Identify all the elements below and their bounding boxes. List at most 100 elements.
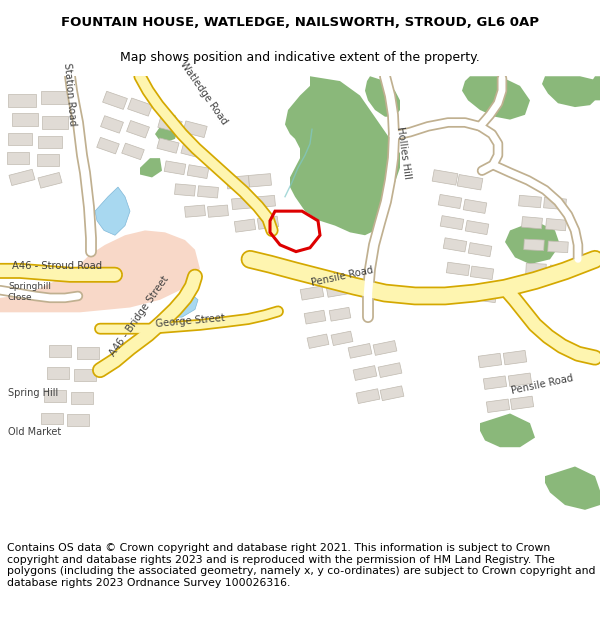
Polygon shape bbox=[544, 198, 566, 209]
Polygon shape bbox=[470, 266, 494, 279]
Polygon shape bbox=[74, 369, 96, 381]
Polygon shape bbox=[235, 219, 256, 232]
Polygon shape bbox=[307, 334, 329, 348]
Polygon shape bbox=[181, 143, 203, 158]
Polygon shape bbox=[254, 196, 275, 208]
Polygon shape bbox=[545, 219, 566, 231]
Polygon shape bbox=[304, 310, 326, 324]
Polygon shape bbox=[451, 286, 473, 300]
Polygon shape bbox=[185, 205, 205, 217]
Text: A46 - Bridge Street: A46 - Bridge Street bbox=[108, 274, 171, 358]
Polygon shape bbox=[47, 368, 69, 379]
Polygon shape bbox=[7, 152, 29, 164]
Polygon shape bbox=[462, 76, 530, 119]
Polygon shape bbox=[545, 466, 600, 510]
Text: Old Market: Old Market bbox=[8, 427, 61, 437]
Polygon shape bbox=[97, 138, 119, 154]
Polygon shape bbox=[103, 91, 127, 109]
Polygon shape bbox=[542, 76, 600, 107]
Polygon shape bbox=[165, 293, 198, 317]
Polygon shape bbox=[41, 91, 69, 104]
Text: Pensile Road: Pensile Road bbox=[310, 266, 374, 288]
Polygon shape bbox=[49, 345, 71, 357]
Text: Hollies Hill: Hollies Hill bbox=[395, 126, 412, 179]
Polygon shape bbox=[155, 115, 180, 144]
Polygon shape bbox=[183, 121, 207, 138]
Text: Pensile Road: Pensile Road bbox=[510, 373, 574, 396]
Polygon shape bbox=[356, 389, 380, 404]
Text: George Street: George Street bbox=[155, 312, 225, 329]
Text: Spring Hill: Spring Hill bbox=[8, 388, 58, 398]
Polygon shape bbox=[484, 376, 506, 389]
Polygon shape bbox=[446, 262, 470, 276]
Polygon shape bbox=[9, 169, 35, 186]
Polygon shape bbox=[380, 386, 404, 401]
Polygon shape bbox=[67, 414, 89, 426]
Polygon shape bbox=[12, 113, 38, 126]
Polygon shape bbox=[432, 170, 458, 185]
Polygon shape bbox=[378, 362, 402, 378]
Polygon shape bbox=[187, 165, 209, 179]
Polygon shape bbox=[285, 76, 400, 235]
Polygon shape bbox=[140, 158, 162, 177]
Polygon shape bbox=[127, 121, 149, 138]
Polygon shape bbox=[353, 366, 377, 381]
Polygon shape bbox=[101, 116, 124, 133]
Polygon shape bbox=[331, 331, 353, 346]
Polygon shape bbox=[41, 412, 63, 424]
Polygon shape bbox=[158, 116, 182, 132]
Polygon shape bbox=[443, 238, 467, 252]
Polygon shape bbox=[521, 217, 542, 229]
Polygon shape bbox=[326, 283, 350, 298]
Text: Contains OS data © Crown copyright and database right 2021. This information is : Contains OS data © Crown copyright and d… bbox=[7, 543, 596, 588]
Polygon shape bbox=[487, 399, 509, 412]
Polygon shape bbox=[511, 396, 533, 409]
Polygon shape bbox=[257, 216, 278, 229]
Polygon shape bbox=[227, 176, 250, 189]
Polygon shape bbox=[44, 391, 66, 402]
Polygon shape bbox=[518, 195, 541, 208]
Polygon shape bbox=[122, 143, 144, 159]
Polygon shape bbox=[38, 173, 62, 188]
Polygon shape bbox=[548, 241, 568, 252]
Polygon shape bbox=[164, 161, 186, 174]
Polygon shape bbox=[468, 242, 492, 257]
Polygon shape bbox=[157, 138, 179, 153]
Polygon shape bbox=[465, 221, 489, 234]
Polygon shape bbox=[8, 133, 32, 144]
Polygon shape bbox=[329, 308, 351, 321]
Polygon shape bbox=[128, 98, 152, 116]
Text: Watledge Road: Watledge Road bbox=[178, 59, 229, 126]
Polygon shape bbox=[37, 154, 59, 166]
Polygon shape bbox=[38, 136, 62, 148]
Polygon shape bbox=[208, 205, 229, 217]
Polygon shape bbox=[438, 194, 462, 209]
Polygon shape bbox=[473, 289, 497, 302]
Polygon shape bbox=[0, 231, 200, 312]
Polygon shape bbox=[508, 373, 532, 386]
Polygon shape bbox=[232, 198, 253, 209]
Polygon shape bbox=[463, 199, 487, 213]
Polygon shape bbox=[8, 94, 36, 107]
Polygon shape bbox=[248, 174, 271, 187]
Polygon shape bbox=[590, 76, 600, 101]
Polygon shape bbox=[300, 286, 324, 300]
Polygon shape bbox=[71, 392, 93, 404]
Polygon shape bbox=[478, 353, 502, 367]
Polygon shape bbox=[503, 351, 527, 365]
Polygon shape bbox=[77, 347, 99, 359]
Text: Map shows position and indicative extent of the property.: Map shows position and indicative extent… bbox=[120, 51, 480, 64]
Text: FOUNTAIN HOUSE, WATLEDGE, NAILSWORTH, STROUD, GL6 0AP: FOUNTAIN HOUSE, WATLEDGE, NAILSWORTH, ST… bbox=[61, 16, 539, 29]
Polygon shape bbox=[42, 116, 68, 129]
Text: Springhill
Close: Springhill Close bbox=[8, 282, 51, 302]
Polygon shape bbox=[526, 263, 546, 275]
Polygon shape bbox=[95, 187, 130, 235]
Polygon shape bbox=[524, 239, 544, 251]
Polygon shape bbox=[365, 76, 400, 117]
Polygon shape bbox=[373, 341, 397, 356]
Polygon shape bbox=[440, 216, 464, 230]
Polygon shape bbox=[457, 174, 483, 190]
Polygon shape bbox=[175, 184, 196, 196]
Polygon shape bbox=[505, 221, 560, 264]
Polygon shape bbox=[197, 186, 218, 198]
